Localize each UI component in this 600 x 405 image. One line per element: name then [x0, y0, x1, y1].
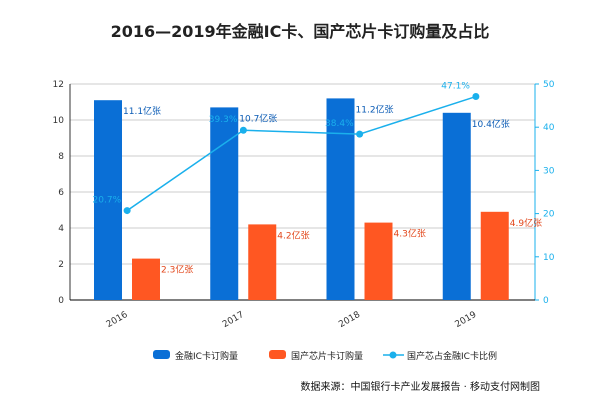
x-tick-label: 2016 [105, 310, 130, 330]
data-source: 数据来源：中国银行卡产业发展报告 · 移动支付网制图 [300, 382, 540, 393]
bar-data-label: 10.4亿张 [472, 118, 510, 130]
chart-title: 2016—2019年金融IC卡、国产芯片卡订购量及占比 [110, 22, 490, 41]
y-right-tick: 40 [543, 123, 555, 133]
y-left-tick: 6 [58, 188, 64, 198]
bar-data-label: 2.3亿张 [161, 264, 193, 276]
x-tick-label: 2019 [454, 310, 479, 330]
legend-swatch [153, 350, 170, 359]
bar-domestic [132, 258, 160, 300]
line-data-label: 38.4% [325, 119, 354, 129]
bar-financial-ic [442, 112, 471, 300]
bar-financial-ic [326, 98, 355, 301]
bar-data-label: 11.1亿张 [123, 105, 161, 117]
bar-domestic [364, 222, 393, 300]
y-left-tick: 4 [58, 224, 64, 234]
bar-data-label: 10.7亿张 [239, 112, 277, 124]
legend-label: 国产芯片卡订购量 [291, 350, 363, 362]
y-right-tick: 30 [543, 166, 555, 176]
y-right-tick: 50 [543, 80, 555, 90]
x-tick-label: 2018 [337, 310, 362, 330]
y-left-tick: 12 [53, 80, 64, 90]
bar-domestic [248, 224, 277, 300]
bar-domestic [480, 211, 509, 300]
x-tick-label: 2017 [221, 310, 246, 330]
line-point [356, 130, 364, 138]
legend-swatch [269, 350, 286, 359]
y-left-tick: 10 [53, 116, 65, 126]
y-left-tick: 0 [58, 296, 64, 306]
y-left-tick: 8 [58, 152, 64, 162]
bar-financial-ic [210, 107, 239, 301]
y-right-tick: 10 [543, 253, 555, 263]
bar-data-label: 4.3亿张 [394, 228, 426, 240]
bar-data-label: 4.2亿张 [277, 229, 309, 241]
line-data-label: 20.7% [93, 196, 122, 206]
y-right-tick: 20 [543, 210, 555, 220]
bar-financial-ic [94, 100, 122, 300]
line-series [126, 95, 477, 212]
line-data-label: 47.1% [441, 82, 470, 92]
line-data-label: 39.3% [209, 115, 238, 125]
bar-data-label: 4.9亿张 [510, 217, 542, 229]
line-point [123, 207, 131, 215]
line-point [239, 126, 247, 134]
legend-marker [389, 351, 397, 359]
legend-label: 国产芯占金融IC卡比例 [407, 350, 497, 362]
y-left-tick: 2 [58, 260, 64, 270]
bar-data-label: 11.2亿张 [356, 103, 394, 115]
y-right-tick: 0 [543, 296, 549, 306]
line-point [472, 93, 480, 101]
legend-label: 金融IC卡订购量 [175, 350, 238, 362]
